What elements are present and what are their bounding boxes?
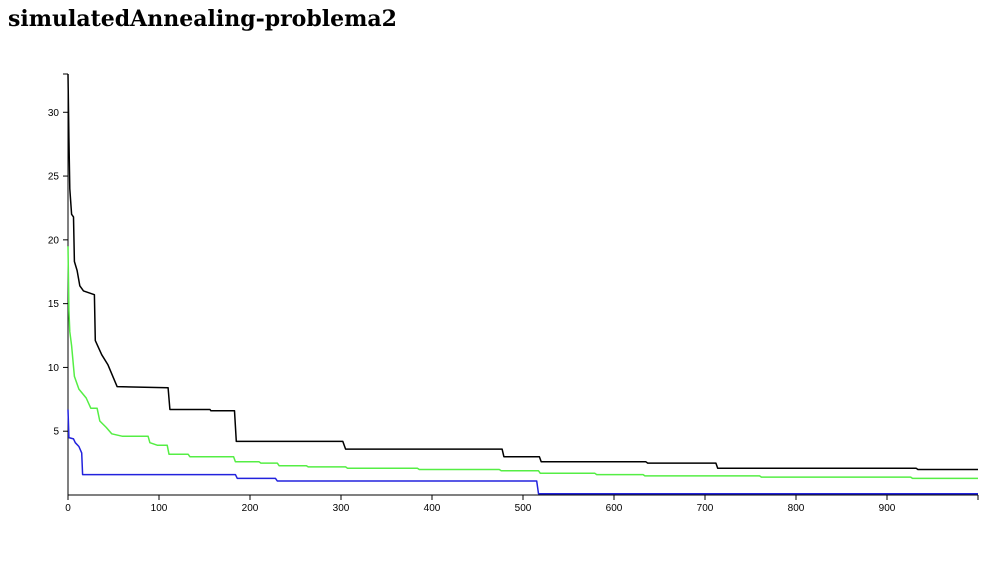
x-tick-label: 500: [515, 503, 532, 514]
y-tick-label: 15: [48, 299, 60, 310]
y-tick-label: 30: [48, 108, 60, 119]
series-layer: [67, 73, 978, 495]
x-tick-label: 0: [65, 503, 71, 514]
x-tick-label: 300: [333, 503, 350, 514]
x-tick-label: 900: [879, 503, 896, 514]
chart-title: simulatedAnnealing-problema2: [8, 6, 397, 32]
series-line-black: [67, 73, 978, 471]
y-tick-label: 25: [48, 172, 60, 183]
series-line-green: [67, 246, 978, 480]
axes: 0 100 200 300 400 500 600 700 800 900 5 10 15 20 25 30: [48, 73, 979, 514]
x-tick-label: 100: [151, 503, 168, 514]
y-tick-label: 5: [53, 427, 59, 438]
y-tick-label: 20: [48, 235, 60, 246]
x-tick-label: 600: [606, 503, 623, 514]
x-tick-label: 700: [697, 503, 714, 514]
x-tick-label: 200: [242, 503, 259, 514]
x-tick-label: 400: [424, 503, 441, 514]
series-line-blue: [67, 409, 978, 495]
x-tick-label: 800: [788, 503, 805, 514]
y-tick-label: 10: [48, 363, 60, 374]
